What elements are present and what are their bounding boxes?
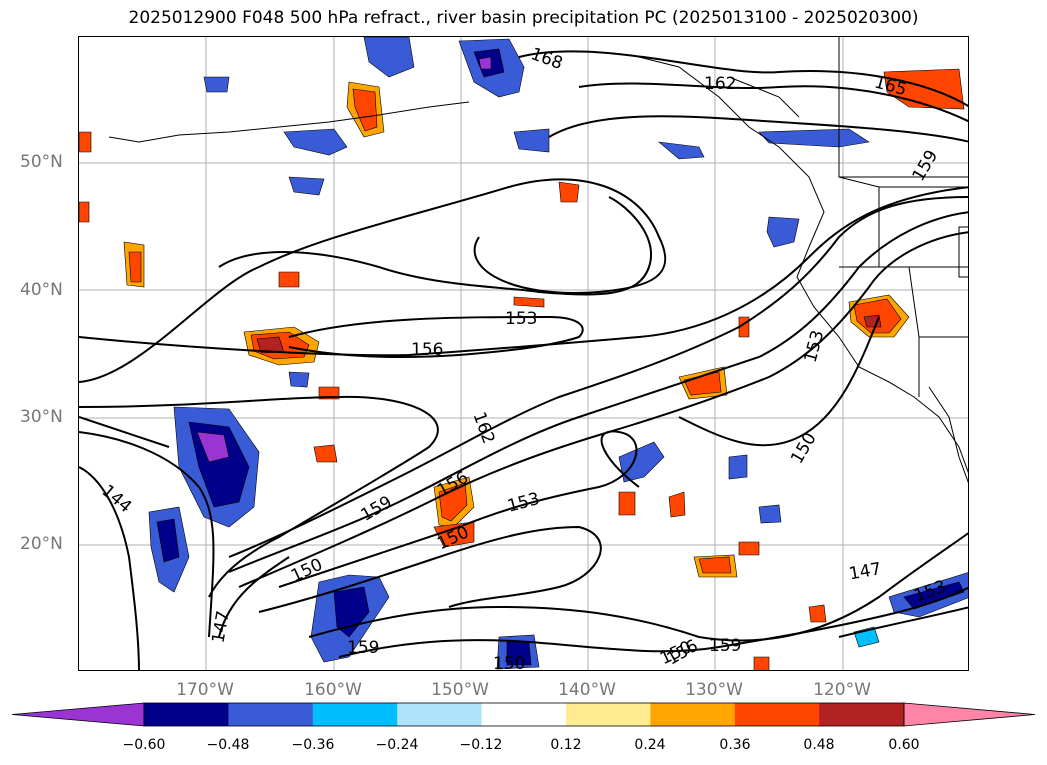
- colorbar-segment: [228, 703, 314, 726]
- lon-label-170w: 170°W: [176, 680, 234, 700]
- contour-label: 159: [347, 638, 379, 658]
- contour-label: 159: [909, 147, 943, 185]
- colorbar-segment: [481, 703, 567, 726]
- lon-label-150w: 150°W: [431, 680, 489, 700]
- colorbar-tick: −0.24: [375, 737, 419, 753]
- map-title: 2025012900 F048 500 hPa refract., river …: [128, 8, 919, 28]
- colorbar-segment: [650, 703, 736, 726]
- colorbar-segment: [144, 703, 229, 726]
- colorbar-segment: [312, 703, 398, 726]
- contour-label: 144: [98, 481, 136, 517]
- contour-label: 147: [847, 559, 882, 584]
- lat-label-30n: 30°N: [20, 407, 63, 427]
- contour-label: 150: [787, 429, 821, 467]
- contour-label: 162: [469, 409, 499, 446]
- contour-label: 159: [709, 636, 741, 656]
- colorbar-tick: 0.12: [550, 737, 582, 753]
- refractivity-contours: [79, 50, 968, 670]
- colorbar-tick: 0.36: [719, 737, 751, 753]
- contour-label: 150: [493, 654, 525, 671]
- colorbar-segment: [819, 703, 905, 726]
- map-canvas: 168 162 165 159 153 156 153 162 156 153 …: [79, 37, 968, 671]
- contour-label: 168: [528, 44, 565, 74]
- colorbar-tick: −0.12: [459, 737, 503, 753]
- lon-label-140w: 140°W: [558, 680, 616, 700]
- colorbar-segments: [11, 702, 1036, 727]
- contour-label: 153: [505, 309, 537, 329]
- colorbar-tick: −0.48: [206, 737, 250, 753]
- lon-label-130w: 130°W: [685, 680, 743, 700]
- colorbar-outline: [143, 702, 905, 727]
- colorbar-segment: [734, 703, 820, 726]
- lat-label-40n: 40°N: [20, 280, 63, 300]
- map-panel: 168 162 165 159 153 156 153 162 156 153 …: [78, 36, 969, 671]
- colorbar-extend-max: [903, 702, 1036, 727]
- contour-label: 156: [411, 340, 443, 360]
- colorbar-extend-min: [11, 702, 145, 727]
- colorbar-tick: 0.60: [888, 737, 920, 753]
- contour-label: 147: [208, 609, 233, 644]
- colorbar-segment: [397, 703, 483, 726]
- negative-precip-areas: [148, 37, 968, 670]
- contour-label: 153: [505, 489, 542, 517]
- contour-label: 153: [801, 328, 829, 365]
- colorbar: [11, 702, 1036, 727]
- coastlines: [108, 37, 968, 483]
- colorbar-tick: 0.24: [634, 737, 666, 753]
- positive-precip-areas: [79, 68, 965, 670]
- contour-label: 162: [704, 74, 736, 94]
- colorbar-tick: −0.36: [291, 737, 335, 753]
- lon-label-120w: 120°W: [813, 680, 871, 700]
- colorbar-tick: 0.48: [803, 737, 835, 753]
- colorbar-tick: −0.60: [122, 737, 166, 753]
- lat-label-50n: 50°N: [20, 152, 63, 172]
- lon-label-160w: 160°W: [304, 680, 362, 700]
- lat-label-20n: 20°N: [20, 534, 63, 554]
- colorbar-segment: [566, 703, 651, 726]
